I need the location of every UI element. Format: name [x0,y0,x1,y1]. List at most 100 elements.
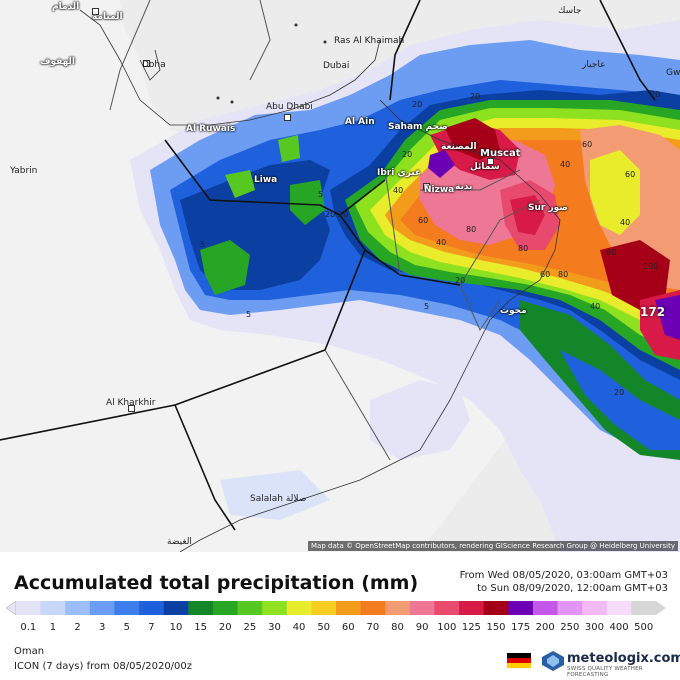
meteologix-logo-icon [542,651,564,671]
legend-panel: Accumulated total precipitation (mm) Fro… [0,552,680,680]
scale-swatch [286,601,312,615]
contour-label: 5 [424,302,430,311]
scale-swatch [631,601,657,615]
city-label: Ras Al Khaimah [334,36,405,46]
scale-tick-label: 500 [634,622,654,633]
contour-label: 20 [650,90,661,99]
contour-label: 20 [402,150,413,159]
city-label: Abu Dhabi [266,102,313,112]
period-from: From Wed 08/05/2020, 03:00am GMT+03 [459,570,668,581]
contour-label: 5 [200,240,206,249]
contour-label: 20 [455,276,466,285]
city-label: الغيضة [167,537,192,547]
city-label: Al Ain [345,117,375,127]
city-label: Gw [666,68,680,78]
scale-swatch [434,601,460,615]
city-label: Doha [142,60,166,70]
city-label: سمائل [470,162,500,172]
scale-tick-label: 90 [415,622,429,633]
scale-swatch [237,601,263,615]
scale-tick-label: 150 [486,622,506,633]
contour-label: 40 [620,218,631,227]
scale-swatch [89,601,115,615]
city-label: Al Kharkhir [106,398,156,408]
scale-tick-label: 40 [292,622,306,633]
scale-tick-label: 125 [461,622,481,633]
scale-tick-label: 2 [74,622,81,633]
brand-tagline: SWISS QUALITY WEATHER FORECASTING [567,666,643,678]
city-marker [143,60,150,67]
contour-label: 20 [470,92,481,101]
contour-label: 5 [246,310,252,319]
scale-tick-label: 30 [268,622,281,633]
color-scale-bar [6,601,666,615]
city-label: المنامة [92,12,123,22]
contour-label: 20 [338,210,349,219]
contour-label: 60 [582,140,593,149]
scale-swatch [163,601,189,615]
scale-tick-label: 0.1 [20,622,37,633]
scale-swatch [360,601,386,615]
city-label: Yabrin [10,166,38,176]
scale-swatch [409,601,435,615]
scale-tick-label: 200 [535,622,555,633]
contour-label: 40 [393,186,404,195]
brand-name[interactable]: meteologix.com [567,651,680,666]
city-label: الدمام [52,2,80,12]
city-label: عاجبار [582,60,606,70]
scale-swatch [188,601,214,615]
scale-tick-label: 3 [98,622,106,633]
city-label: Sur صور [528,203,568,213]
city-label: Salalah صلالة [250,494,307,504]
contour-label: 100 [643,262,659,271]
scale-arrow-left [6,601,17,615]
scale-swatch [16,601,42,615]
german-flag-icon [507,653,531,668]
city-label: Muscat [480,148,521,159]
scale-swatch [65,601,91,615]
city-label: Ibri عبري [377,168,422,178]
scale-tick-label: 70 [366,622,380,633]
precipitation-map[interactable]: الدمام المنامة الهفوف Doha Dubai Ras Al … [0,0,680,552]
scale-tick-label: 20 [218,622,232,633]
contour-label: 80 [466,225,477,234]
city-marker [423,183,430,190]
city-label: المصنعة [441,142,477,152]
contour-label: 80 [518,244,529,253]
scale-swatch [606,601,632,615]
city-marker [487,158,494,165]
scale-tick-label: 400 [609,622,629,633]
scale-tick-label: 80 [391,622,404,633]
scale-tick-label: 300 [584,622,604,633]
city-label: محوت [500,306,527,316]
city-label: بدية [455,182,473,192]
contour-label: 60 [606,248,617,257]
scale-swatch [311,601,337,615]
max-value-label: 172 [640,305,666,319]
legend-title: Accumulated total precipitation (mm) [14,572,419,594]
contour-label: 60 [418,216,429,225]
scale-swatch [139,601,165,615]
scale-swatch [508,601,534,615]
scale-arrow-right [656,601,666,615]
contour-label: 5 [318,190,324,199]
scale-swatch [212,601,239,615]
contour-label: 80 [558,270,569,279]
scale-swatch [483,601,509,615]
scale-swatch [336,601,362,615]
map-attribution[interactable]: Map data © OpenStreetMap contributors, r… [308,541,678,551]
city-label: جاسك [558,6,582,16]
scale-swatch [262,601,288,615]
city-label: Nizwa [424,185,455,195]
contour-label: 20 [614,388,625,397]
period-to: to Sun 08/09/2020, 12:00am GMT+03 [477,583,668,594]
scale-swatch [40,601,66,615]
city-label: الهفوف [40,57,75,67]
contour-label: 60 [540,270,551,279]
contour-label: 20 [325,210,336,219]
scale-tick-label: 1 [49,622,57,633]
contour-label: 40 [590,302,601,311]
scale-tick-label: 7 [148,622,155,633]
contour-label: 40 [560,160,571,169]
scale-swatch [582,601,608,615]
